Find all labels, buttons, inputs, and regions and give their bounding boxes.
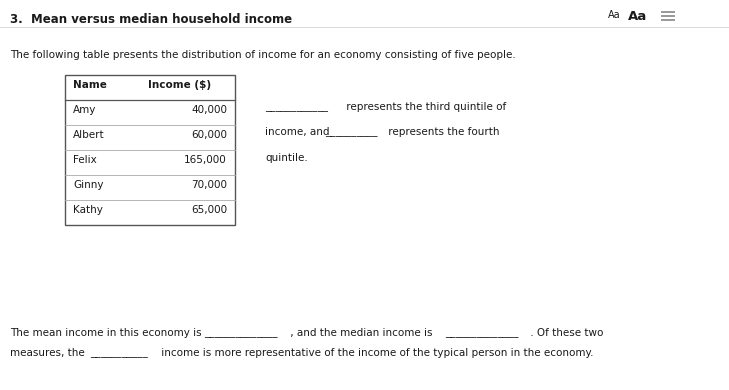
Text: Ginny: Ginny [73, 180, 104, 190]
Text: Felix: Felix [73, 155, 97, 165]
Bar [65, 75, 235, 225]
Text: Name: Name [73, 80, 107, 90]
Text: Aa: Aa [608, 10, 620, 20]
Text: Amy: Amy [73, 105, 96, 115]
Text: measures, the: measures, the [10, 348, 88, 358]
Text: Albert: Albert [73, 130, 105, 140]
Text: ______________: ______________ [445, 328, 518, 338]
Text: , and the median income is: , and the median income is [287, 328, 436, 338]
Text: ______________: ______________ [204, 328, 278, 338]
Text: . Of these two: . Of these two [527, 328, 604, 338]
Text: Income ($): Income ($) [148, 80, 211, 90]
Text: represents the fourth: represents the fourth [385, 127, 499, 137]
Text: Aa: Aa [628, 10, 647, 23]
Text: The following table presents the distribution of income for an economy consistin: The following table presents the distrib… [10, 50, 515, 60]
Text: 70,000: 70,000 [191, 180, 227, 190]
Text: 3.  Mean versus median household income: 3. Mean versus median household income [10, 13, 292, 26]
Text: 40,000: 40,000 [191, 105, 227, 115]
Text: 60,000: 60,000 [191, 130, 227, 140]
Text: income, and: income, and [265, 127, 332, 137]
Text: 165,000: 165,000 [184, 155, 227, 165]
Text: income is more representative of the income of the typical person in the economy: income is more representative of the inc… [158, 348, 593, 358]
Text: represents the third quintile of: represents the third quintile of [343, 102, 506, 112]
Text: ____________: ____________ [265, 102, 328, 112]
Text: quintile.: quintile. [265, 153, 308, 163]
Text: ___________: ___________ [90, 348, 148, 358]
Text: The mean income in this economy is: The mean income in this economy is [10, 328, 205, 338]
Text: 65,000: 65,000 [191, 205, 227, 215]
Text: __________: __________ [325, 127, 378, 137]
Text: Kathy: Kathy [73, 205, 103, 215]
